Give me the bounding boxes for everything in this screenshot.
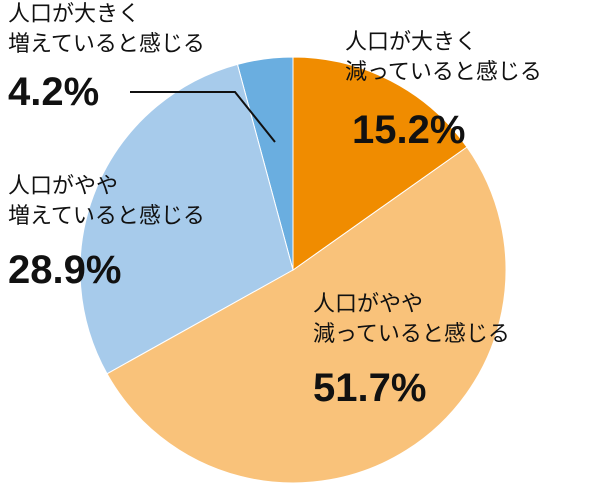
value-label: 15.2% xyxy=(352,108,466,152)
pie-slice xyxy=(79,63,294,375)
leader-line xyxy=(130,91,276,143)
slice-label: 人口が大きく 増えていると感じる xyxy=(8,2,205,57)
slice-label: 人口が大きく 減っていると感じる xyxy=(345,30,542,85)
value-label: 4.2% xyxy=(8,70,100,114)
slice-label: 人口がやや 減っていると感じる xyxy=(313,292,510,347)
value-label: 28.9% xyxy=(8,248,122,292)
slice-label: 人口がやや 増えていると感じる xyxy=(8,174,205,229)
value-label: 51.7% xyxy=(313,366,427,410)
pie-slice xyxy=(106,146,507,484)
pie-slice xyxy=(292,56,468,271)
